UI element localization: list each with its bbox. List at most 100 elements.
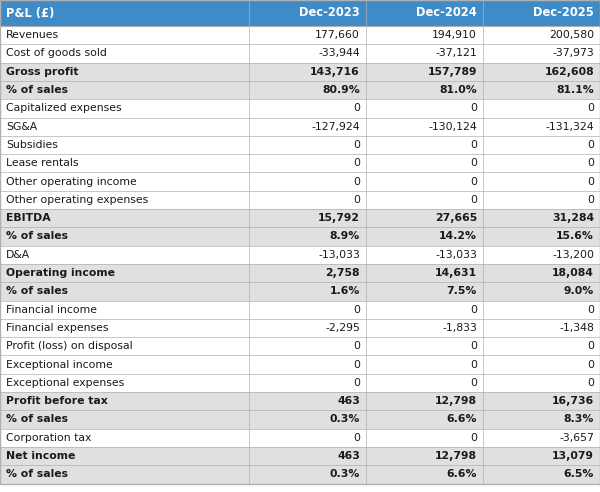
Text: Profit before tax: Profit before tax (6, 396, 108, 406)
Text: 0: 0 (470, 433, 477, 443)
Text: 0: 0 (470, 378, 477, 388)
Bar (366, 209, 483, 227)
Bar (483, 392, 600, 410)
Text: 177,660: 177,660 (315, 30, 360, 40)
Bar (249, 465, 366, 484)
Bar (249, 209, 366, 227)
Text: 9.0%: 9.0% (564, 286, 594, 296)
Text: Revenues: Revenues (6, 30, 59, 40)
Bar (366, 136, 483, 154)
Bar (483, 447, 600, 465)
Bar (0, 0, 249, 26)
Text: 27,665: 27,665 (435, 213, 477, 223)
Bar (0, 429, 249, 447)
Bar (366, 447, 483, 465)
Text: 0.3%: 0.3% (329, 414, 360, 425)
Bar (366, 429, 483, 447)
Text: -1,833: -1,833 (442, 323, 477, 333)
Text: 6.6%: 6.6% (446, 469, 477, 479)
Bar (0, 319, 249, 337)
Bar (249, 136, 366, 154)
Text: Corporation tax: Corporation tax (6, 433, 91, 443)
Text: 194,910: 194,910 (432, 30, 477, 40)
Text: -1,348: -1,348 (559, 323, 594, 333)
Text: 7.5%: 7.5% (446, 286, 477, 296)
Text: % of sales: % of sales (6, 414, 68, 425)
Bar (249, 154, 366, 172)
Bar (366, 374, 483, 392)
Bar (483, 282, 600, 301)
Bar (249, 62, 366, 81)
Bar (249, 374, 366, 392)
Text: -131,324: -131,324 (545, 122, 594, 132)
Bar (483, 264, 600, 282)
Text: % of sales: % of sales (6, 231, 68, 242)
Bar (249, 392, 366, 410)
Bar (249, 447, 366, 465)
Text: -33,944: -33,944 (318, 48, 360, 59)
Bar (366, 264, 483, 282)
Text: 14.2%: 14.2% (439, 231, 477, 242)
Text: 200,580: 200,580 (549, 30, 594, 40)
Text: -13,033: -13,033 (318, 250, 360, 260)
Bar (483, 172, 600, 191)
Bar (483, 26, 600, 44)
Text: Net income: Net income (6, 451, 76, 461)
Text: 0: 0 (470, 177, 477, 186)
Text: 81.0%: 81.0% (439, 85, 477, 95)
Text: 12,798: 12,798 (435, 451, 477, 461)
Bar (0, 209, 249, 227)
Text: -130,124: -130,124 (428, 122, 477, 132)
Bar (0, 355, 249, 374)
Bar (249, 301, 366, 319)
Bar (0, 154, 249, 172)
Bar (366, 26, 483, 44)
Bar (249, 191, 366, 209)
Text: 0: 0 (353, 305, 360, 315)
Text: 0: 0 (587, 195, 594, 205)
Bar (366, 99, 483, 118)
Bar (483, 44, 600, 62)
Text: 0: 0 (353, 360, 360, 369)
Bar (483, 429, 600, 447)
Bar (366, 191, 483, 209)
Text: 6.5%: 6.5% (563, 469, 594, 479)
Text: Profit (loss) on disposal: Profit (loss) on disposal (6, 341, 133, 351)
Text: 18,084: 18,084 (552, 268, 594, 278)
Text: Dec-2025: Dec-2025 (533, 6, 594, 20)
Bar (366, 62, 483, 81)
Bar (366, 465, 483, 484)
Text: % of sales: % of sales (6, 85, 68, 95)
Bar (249, 429, 366, 447)
Bar (366, 44, 483, 62)
Bar (249, 0, 366, 26)
Text: 0: 0 (470, 140, 477, 150)
Text: 0: 0 (587, 305, 594, 315)
Bar (249, 282, 366, 301)
Text: EBITDA: EBITDA (6, 213, 50, 223)
Bar (366, 410, 483, 429)
Text: 0: 0 (353, 140, 360, 150)
Text: 31,284: 31,284 (552, 213, 594, 223)
Bar (249, 319, 366, 337)
Bar (249, 264, 366, 282)
Bar (483, 246, 600, 264)
Bar (0, 301, 249, 319)
Text: Cost of goods sold: Cost of goods sold (6, 48, 107, 59)
Text: 463: 463 (337, 396, 360, 406)
Text: Dec-2023: Dec-2023 (299, 6, 360, 20)
Bar (0, 99, 249, 118)
Text: 0: 0 (470, 103, 477, 113)
Text: 15,792: 15,792 (318, 213, 360, 223)
Text: 157,789: 157,789 (427, 67, 477, 77)
Text: -37,121: -37,121 (435, 48, 477, 59)
Bar (366, 81, 483, 99)
Text: -127,924: -127,924 (311, 122, 360, 132)
Bar (249, 246, 366, 264)
Bar (0, 136, 249, 154)
Bar (483, 319, 600, 337)
Bar (0, 172, 249, 191)
Bar (483, 136, 600, 154)
Bar (483, 227, 600, 246)
Text: 0: 0 (470, 360, 477, 369)
